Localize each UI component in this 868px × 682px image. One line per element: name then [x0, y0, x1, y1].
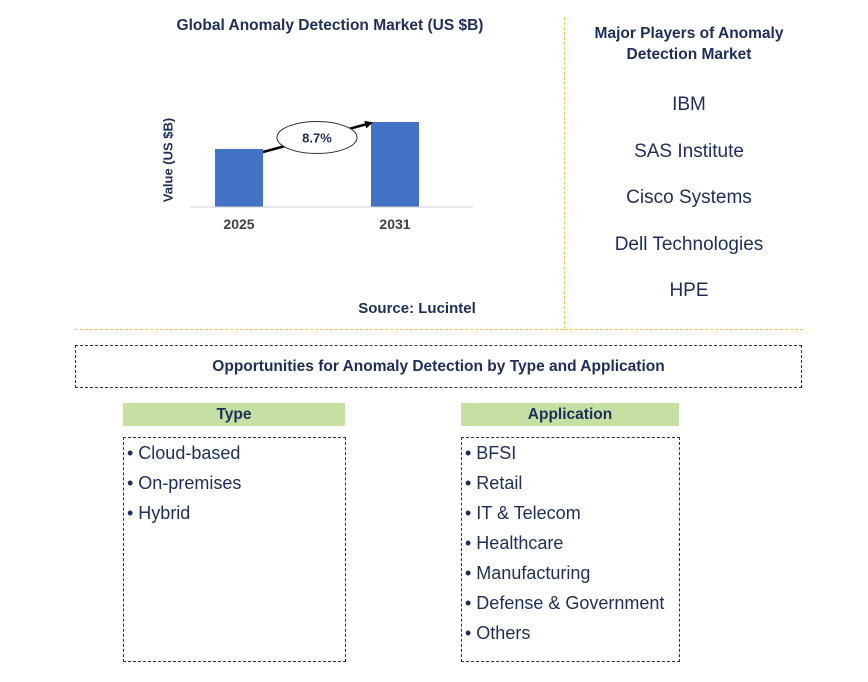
application-item: • Defense & Government — [465, 593, 665, 613]
chart-title: Global Anomaly Detection Market (US $B) — [176, 17, 484, 34]
application-list: • BFSI • Retail • IT & Telecom • Healthc… — [461, 437, 680, 662]
type-item: • Hybrid — [127, 503, 191, 523]
application-item: • IT & Telecom — [465, 503, 581, 523]
type-list: • Cloud-based • On-premises • Hybrid — [123, 437, 346, 662]
opportunities-title: Opportunities for Anomaly Detection by T… — [75, 345, 802, 388]
bar-2031 — [371, 122, 419, 207]
x-tick-label: 2025 — [223, 216, 254, 232]
player-item: IBM — [672, 94, 706, 115]
type-item: • On-premises — [127, 473, 242, 493]
application-header: Application — [461, 403, 679, 426]
application-item: • Manufacturing — [465, 563, 591, 583]
vertical-divider — [564, 17, 565, 329]
players-title: Major Players of Anomaly Detection Marke… — [594, 25, 784, 63]
application-item: • Retail — [465, 473, 523, 493]
bar-chart: 2025 2031 8.7% — [190, 120, 473, 232]
source-label: Source: Lucintel — [358, 300, 476, 317]
player-item: HPE — [669, 280, 709, 301]
player-item: SAS Institute — [634, 140, 744, 162]
player-item: Cisco Systems — [626, 187, 752, 208]
application-item: • BFSI — [465, 443, 517, 463]
player-item: Dell Technologies — [614, 233, 764, 255]
players-list: IBM SAS Institute Cisco Systems Dell Tec… — [575, 93, 803, 326]
application-item: • Healthcare — [465, 533, 564, 553]
application-item: • Others — [465, 623, 531, 643]
cagr-ellipse — [276, 121, 358, 154]
bar-2025 — [215, 149, 263, 207]
x-tick-label: 2031 — [379, 216, 410, 232]
horizontal-divider — [75, 329, 803, 330]
type-item: • Cloud-based — [127, 443, 241, 463]
cagr-label: 8.7% — [302, 131, 332, 146]
type-header: Type — [123, 403, 345, 426]
